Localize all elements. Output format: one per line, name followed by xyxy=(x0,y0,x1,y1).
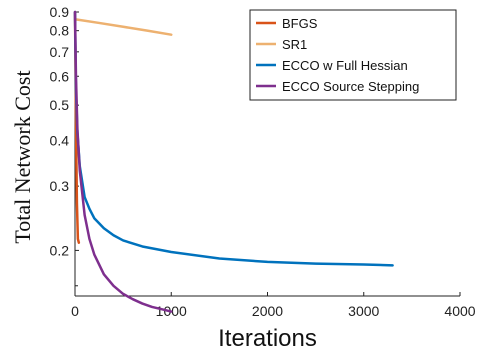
x-tick-label: 4000 xyxy=(444,303,475,319)
legend-entry: SR1 xyxy=(282,37,307,52)
y-tick-label: 0.4 xyxy=(50,133,70,149)
legend-entry: ECCO w Full Hessian xyxy=(282,58,408,73)
y-tick-label: 0.5 xyxy=(50,97,70,113)
y-tick-label: 0.8 xyxy=(50,23,70,39)
series-line-sr1 xyxy=(73,17,173,36)
y-tick-label: 0.2 xyxy=(50,242,70,258)
legend-entry: ECCO Source Stepping xyxy=(282,79,419,94)
x-tick-label: 0 xyxy=(71,303,79,319)
legend-entry: BFGS xyxy=(282,16,318,31)
x-tick-label: 2000 xyxy=(252,303,283,319)
y-tick-label: 0.6 xyxy=(50,68,70,84)
y-tick-label: 0.9 xyxy=(50,4,70,20)
y-tick-label: 0.7 xyxy=(50,44,70,60)
legend-box xyxy=(249,9,457,101)
axes: 0 1000 2000 3000 40000.20.30.40.50.60.70.80.… xyxy=(50,4,476,319)
x-axis-label: Iterations xyxy=(218,325,317,352)
y-axis-label: Total Network Cost xyxy=(10,70,35,243)
x-tick-label: 3000 xyxy=(348,303,379,319)
y-tick-label: 0.3 xyxy=(50,178,70,194)
legend: BFGS SR1 ECCO w Full Hessian ECCO Source St… xyxy=(249,9,457,101)
series-line-ecco-source-stepping xyxy=(73,10,173,313)
series-lines xyxy=(73,10,394,313)
